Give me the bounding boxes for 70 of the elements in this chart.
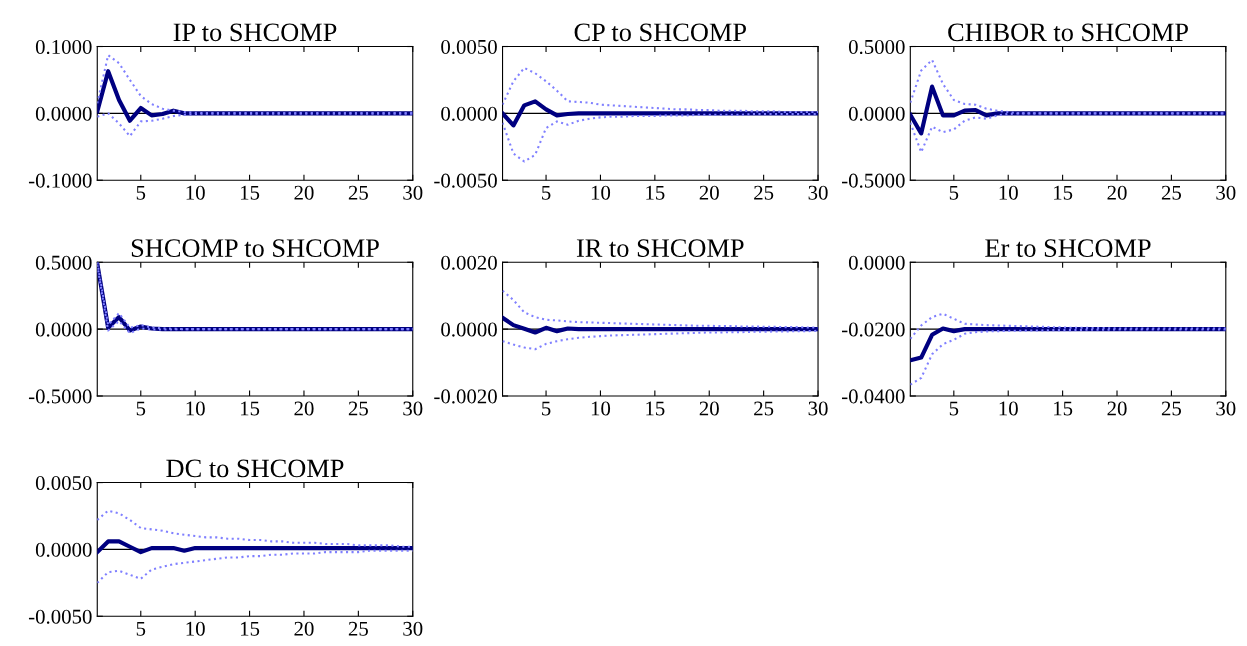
x-tick-label: 30 xyxy=(403,185,423,200)
x-tick-label: 5 xyxy=(136,185,146,200)
x-tick-label: 25 xyxy=(1161,185,1182,200)
chart-title: IP to SHCOMP xyxy=(173,23,337,42)
x-tick-label: 15 xyxy=(646,185,665,200)
x-tick-label: 15 xyxy=(240,185,260,200)
x-tick-label: 15 xyxy=(240,401,260,416)
x-tick-label: 5 xyxy=(542,401,551,416)
x-tick-label: 5 xyxy=(949,401,959,416)
chart-title: Er to SHCOMP xyxy=(985,239,1151,257)
x-tick-label: 30 xyxy=(403,621,423,636)
x-tick-label: 25 xyxy=(754,401,774,416)
x-tick-label: 15 xyxy=(1054,185,1073,200)
y-tick-label: -0.5000 xyxy=(28,389,92,404)
x-tick-label: 20 xyxy=(699,401,719,416)
y-tick-label: 0.0020 xyxy=(441,255,497,270)
chart-title: CHIBOR to SHCOMP xyxy=(948,23,1188,42)
x-tick-label: 10 xyxy=(186,401,205,416)
x-tick-label: 30 xyxy=(1216,185,1236,200)
y-tick-label: 0.0000 xyxy=(35,542,92,557)
y-tick-label: 0.0050 xyxy=(441,39,497,55)
x-tick-label: 20 xyxy=(699,185,719,200)
x-tick-label: 15 xyxy=(646,401,665,416)
x-tick-label: 10 xyxy=(186,185,205,200)
y-tick-label: -0.0050 xyxy=(28,609,92,624)
x-tick-label: 15 xyxy=(240,621,260,636)
chart-title: CP to SHCOMP xyxy=(574,23,746,42)
chart-title: IR to SHCOMP xyxy=(576,239,744,257)
x-tick-label: 30 xyxy=(808,185,828,200)
x-tick-label: 20 xyxy=(294,185,314,200)
y-tick-label: -0.0050 xyxy=(434,173,497,188)
x-tick-label: 25 xyxy=(1161,401,1182,416)
x-tick-label: 20 xyxy=(1107,185,1127,200)
y-tick-label: 0.1000 xyxy=(35,39,92,55)
x-tick-label: 25 xyxy=(348,185,368,200)
y-tick-label: 0.5000 xyxy=(848,39,905,55)
x-tick-label: 25 xyxy=(348,401,368,416)
y-tick-label: 0.0000 xyxy=(35,322,92,337)
y-tick-label: 0.0000 xyxy=(441,106,497,121)
y-tick-label: -0.0020 xyxy=(434,389,497,404)
x-tick-label: 25 xyxy=(754,185,774,200)
y-tick-label: 0.0000 xyxy=(848,255,905,270)
y-tick-label: 0.0050 xyxy=(35,475,92,491)
y-tick-label: 0.0000 xyxy=(441,322,497,337)
y-tick-label: -0.0400 xyxy=(842,389,905,404)
x-tick-label: 15 xyxy=(1054,401,1073,416)
chart-title: SHCOMP to SHCOMP xyxy=(131,239,379,257)
y-tick-label: -0.1000 xyxy=(28,173,92,188)
x-tick-label: 20 xyxy=(294,621,314,636)
x-tick-label: 20 xyxy=(294,401,314,416)
y-tick-label: 0.5000 xyxy=(35,255,92,270)
chart-title: DC to SHCOMP xyxy=(166,459,344,478)
x-tick-label: 10 xyxy=(591,401,611,416)
x-tick-label: 10 xyxy=(591,185,611,200)
y-tick-label: -0.0200 xyxy=(842,322,905,337)
x-tick-label: 5 xyxy=(136,621,146,636)
x-tick-label: 5 xyxy=(949,185,959,200)
x-tick-label: 30 xyxy=(403,401,423,416)
x-tick-label: 5 xyxy=(542,185,551,200)
x-tick-label: 30 xyxy=(1216,401,1236,416)
y-tick-label: 0.0000 xyxy=(35,106,92,121)
x-tick-label: 25 xyxy=(348,621,368,636)
y-tick-label: 0.0000 xyxy=(848,106,905,121)
x-tick-label: 10 xyxy=(999,185,1018,200)
x-tick-label: 20 xyxy=(1107,401,1127,416)
x-tick-label: 10 xyxy=(999,401,1018,416)
x-tick-label: 30 xyxy=(808,401,828,416)
x-tick-label: 5 xyxy=(136,401,146,416)
x-tick-label: 10 xyxy=(186,621,205,636)
y-tick-label: -0.5000 xyxy=(842,173,905,188)
